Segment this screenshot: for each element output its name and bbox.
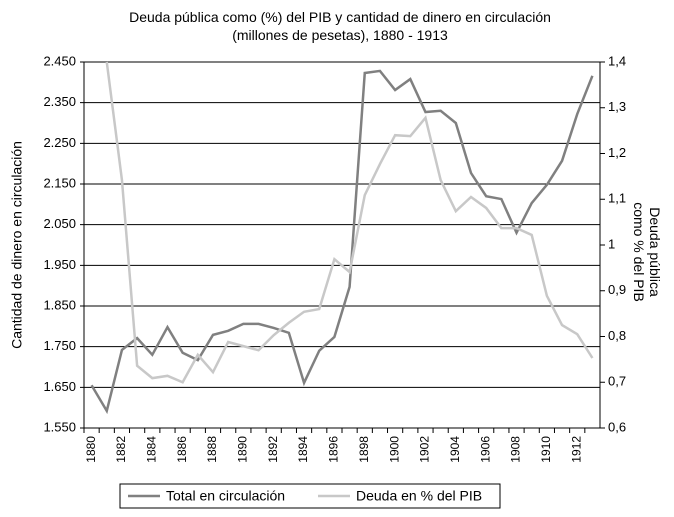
x-tick-label: 1910 [539,436,553,463]
y-tick-label: 1.750 [43,338,76,353]
y-tick-label: 2.450 [43,53,76,68]
series-line [105,61,594,384]
x-tick-label: 1912 [569,436,583,463]
legend-label: Total en circulación [166,488,285,504]
x-tick-label: 1892 [266,436,280,463]
x-tick-label: 1890 [236,436,250,463]
y2-tick-label: 1,4 [608,53,626,68]
x-tick-label: 1888 [205,436,219,463]
x-tick-label: 1886 [175,436,189,463]
y2-tick-label: 0,9 [608,282,626,297]
y2-tick-label: 0,6 [608,419,626,434]
y2-tick-label: 1,1 [608,191,626,206]
x-tick-label: 1904 [448,436,462,463]
series-line [90,69,594,415]
x-tick-label: 1880 [84,436,98,463]
x-tick-label: 1906 [478,436,492,463]
legend-label: Deuda en % del PIB [356,488,482,504]
y2-tick-label: 1,2 [608,145,626,160]
x-tick-label: 1882 [114,436,128,463]
y-tick-label: 1.550 [43,419,76,434]
y-tick-label: 1.950 [43,257,76,272]
y2-tick-label: 1,3 [608,99,626,114]
y-axis-label: Cantidad de dinero en circulación [9,141,25,349]
y-tick-label: 1.850 [43,297,76,312]
y-tick-label: 2.150 [43,175,76,190]
chart-title: Deuda pública como (%) del PIB y cantida… [129,9,551,43]
legend-box [119,483,501,509]
x-tick-label: 1902 [418,436,432,463]
x-tick-label: 1908 [509,436,523,463]
y2-tick-label: 1 [608,236,615,251]
x-tick-label: 1900 [387,436,401,463]
y-tick-label: 2.050 [43,216,76,231]
y-tick-label: 1.650 [43,379,76,394]
x-tick-label: 1884 [144,436,158,463]
y-tick-label: 2.350 [43,94,76,109]
y-tick-label: 2.250 [43,135,76,150]
x-tick-label: 1894 [296,436,310,463]
y2-tick-label: 0,8 [608,328,626,343]
y2-tick-label: 0,7 [608,374,626,389]
x-tick-label: 1898 [357,436,371,463]
x-tick-label: 1896 [327,436,341,463]
